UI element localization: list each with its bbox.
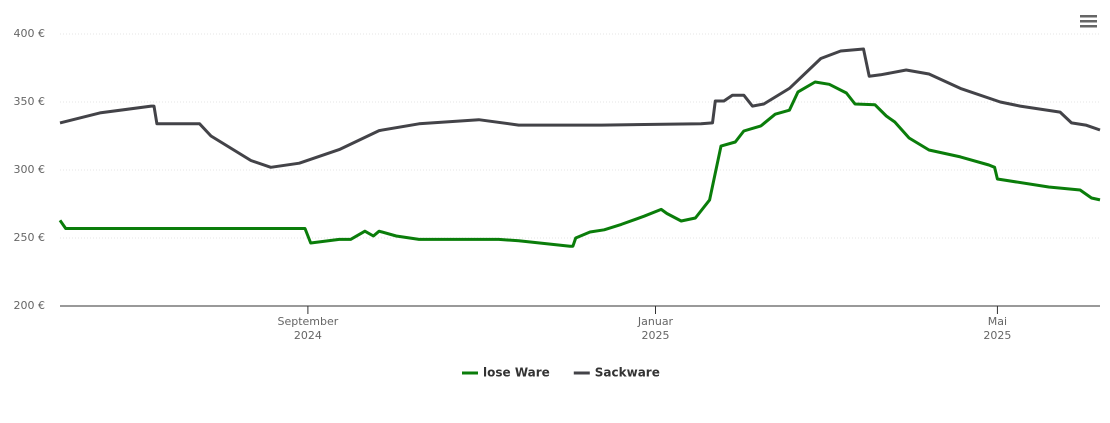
legend: lose Ware Sackware: [462, 366, 660, 380]
menu-button[interactable]: [1080, 15, 1097, 28]
y-tick-label: 250 €: [14, 231, 46, 244]
menu-bar: [1080, 25, 1097, 28]
line-series: [59, 47, 1101, 169]
x-tick-year: 2025: [642, 329, 670, 342]
x-tick-label: September: [277, 315, 338, 328]
x-tick-year: 2025: [983, 329, 1011, 342]
legend-label: Sackware: [595, 366, 660, 380]
x-tick-year: 2024: [294, 329, 322, 342]
legend-label: lose Ware: [483, 366, 550, 380]
y-tick-label: 200 €: [14, 299, 46, 312]
y-tick-label: 300 €: [14, 163, 46, 176]
y-tick-label: 400 €: [14, 27, 46, 40]
line-series: [58, 80, 1101, 248]
x-tick-label: Mai: [988, 315, 1007, 328]
x-tick-label: Januar: [637, 315, 674, 328]
y-tick-label: 350 €: [14, 95, 46, 108]
menu-bar: [1080, 15, 1097, 18]
menu-bar: [1080, 20, 1097, 23]
